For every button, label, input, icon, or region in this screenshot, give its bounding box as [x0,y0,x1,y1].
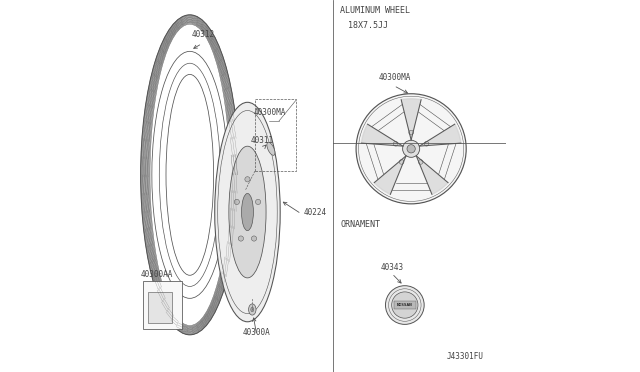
Ellipse shape [251,307,254,312]
Bar [394,301,416,309]
Circle shape [392,292,418,318]
Ellipse shape [229,146,266,278]
Text: J43301FU: J43301FU [447,352,484,361]
Ellipse shape [267,142,275,155]
Bar [255,99,296,171]
Ellipse shape [166,74,214,275]
Circle shape [385,286,424,324]
Circle shape [407,145,415,153]
Text: 18X7.5JJ: 18X7.5JJ [348,21,388,30]
Circle shape [409,130,413,135]
Circle shape [394,141,398,146]
Text: 40300AA: 40300AA [141,270,173,279]
Text: 40300MA: 40300MA [253,108,286,117]
Text: 40312: 40312 [191,30,214,39]
Circle shape [419,160,423,164]
Polygon shape [362,124,403,146]
Polygon shape [374,156,406,195]
Polygon shape [419,124,461,146]
Text: ORNAMENT: ORNAMENT [340,220,380,229]
Bar [148,292,172,323]
Text: ALUMINUM WHEEL: ALUMINUM WHEEL [340,6,410,15]
Ellipse shape [248,304,256,315]
Ellipse shape [215,102,280,322]
Ellipse shape [234,199,239,205]
Text: 40343: 40343 [381,263,404,272]
Ellipse shape [245,177,250,182]
Circle shape [399,160,404,164]
Ellipse shape [152,51,228,298]
Text: 40311: 40311 [251,136,274,145]
Text: 40300A: 40300A [243,328,271,337]
Circle shape [356,94,466,204]
Circle shape [424,141,429,146]
Ellipse shape [252,236,257,241]
Ellipse shape [255,199,260,205]
Polygon shape [416,156,448,195]
Bar [143,281,182,329]
Ellipse shape [238,236,243,241]
Circle shape [403,140,420,157]
Text: NISSAN: NISSAN [397,303,413,307]
Text: 40300MA: 40300MA [378,73,411,82]
Polygon shape [401,99,421,140]
Ellipse shape [241,193,253,231]
Text: 40224: 40224 [303,208,326,217]
